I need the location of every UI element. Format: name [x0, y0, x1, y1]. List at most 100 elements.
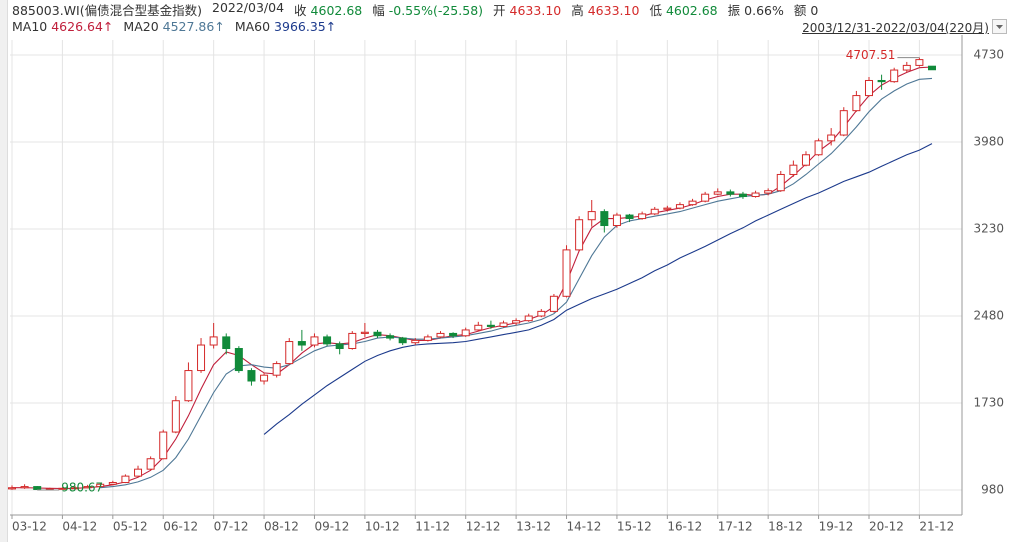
x-tick-label: 09-12 [314, 520, 349, 534]
candle-body [234, 348, 243, 372]
candle-body [688, 200, 697, 206]
candle-body [575, 219, 584, 251]
quote-field: 振 0.66% [728, 0, 784, 19]
candle-body [549, 295, 558, 312]
candle-body [650, 208, 659, 215]
quote-field: 开 4633.10 [493, 0, 561, 19]
x-tick-label: 21-12 [919, 520, 954, 534]
candle-body [197, 344, 206, 372]
candle-body [159, 431, 168, 460]
range-selector[interactable]: 2003/12/31-2022/03/04(220月) [802, 21, 989, 35]
dropdown[interactable] [992, 19, 1007, 34]
candle-body [121, 475, 130, 484]
candle-body [33, 486, 42, 490]
candle-body [789, 164, 798, 175]
x-tick-label: 11-12 [415, 520, 450, 534]
candle-body [323, 336, 332, 345]
candle-body [524, 315, 533, 322]
y-tick-label: 2480 [973, 309, 1004, 323]
candle-body [751, 192, 760, 198]
date: 2022/03/04 [212, 0, 285, 15]
field-value: 4633.10 [587, 3, 640, 18]
candle-body [675, 204, 684, 209]
side-panel [0, 0, 8, 542]
x-tick-label: 19-12 [819, 520, 854, 534]
candle-body [461, 329, 470, 337]
candle-body [612, 214, 621, 227]
field-value: -0.55%(-25.58) [388, 3, 484, 18]
candle-body [864, 79, 873, 97]
candle-body [8, 487, 16, 490]
candle-body [184, 370, 193, 402]
x-tick-label: 04-12 [62, 520, 97, 534]
quote-field: 低 4602.68 [649, 0, 717, 19]
x-tick-label: 08-12 [264, 520, 299, 534]
candle-body [726, 191, 735, 195]
field-value: 4602.68 [310, 3, 363, 18]
x-tick-label: 10-12 [365, 520, 400, 534]
candle-body [285, 341, 294, 365]
candle-body [20, 486, 29, 489]
legend-item: MA20 4527.86↑ [123, 19, 224, 34]
quote-field: 幅 -0.55%(-25.58) [372, 0, 483, 19]
x-tick-label: 16-12 [667, 520, 702, 534]
x-tick-label: 07-12 [214, 520, 249, 534]
candle-body [335, 343, 344, 350]
field-value: 0.66% [744, 3, 784, 18]
legend-value: 4527.86↑ [162, 19, 225, 34]
candle-body [600, 211, 609, 227]
candle-body [915, 59, 924, 66]
candle-body [928, 65, 936, 71]
candle-body [272, 363, 281, 376]
candle-body [776, 173, 785, 192]
ma-line [12, 66, 933, 490]
legend-value: 3966.35↑ [274, 19, 337, 34]
candle-body [260, 374, 269, 382]
x-tick-label: 12-12 [466, 520, 501, 534]
candle-body [474, 324, 483, 331]
code: 885003.WI(偏债混合型基金指数) [12, 3, 202, 18]
y-tick-label: 4730 [973, 47, 1004, 61]
candle-body [663, 207, 672, 210]
candle-body [386, 335, 395, 339]
x-tick-label: 06-12 [163, 520, 198, 534]
x-tick-label: 17-12 [718, 520, 753, 534]
candle-body [209, 336, 218, 346]
field-label: 振 [727, 3, 741, 18]
legend-item: MA10 4626.64↑ [12, 19, 113, 34]
candle-body [108, 482, 117, 485]
candle-body [852, 95, 861, 112]
candle-body [360, 331, 369, 334]
candle-body [348, 332, 357, 350]
legend-value: 4626.64↑ [51, 19, 114, 34]
candle-body [146, 458, 155, 470]
candle-body [890, 69, 899, 83]
field-label: 高 [571, 3, 584, 18]
candle-body [171, 400, 180, 433]
candle-body [638, 213, 647, 220]
x-tick-label: 05-12 [113, 520, 148, 534]
candle-body [247, 370, 256, 382]
quote-header: 885003.WI(偏债混合型基金指数) 2022/03/04 收 4602.6… [12, 0, 818, 19]
candle-body [713, 191, 722, 195]
quote-field: 高 4633.10 [571, 0, 639, 19]
candle-body [423, 336, 432, 341]
candle-body [310, 336, 319, 346]
y-tick-label: 3230 [973, 222, 1004, 236]
candle-body [839, 110, 848, 136]
dropdown-icon [996, 25, 1003, 29]
candle-body [827, 134, 836, 142]
x-tick-label: 20-12 [869, 520, 904, 534]
candle-body [499, 322, 508, 327]
annotation-label: 4707.51 [846, 48, 896, 62]
candle-body [411, 339, 420, 344]
candle-body [96, 483, 105, 488]
candle-body [814, 140, 823, 156]
legend-item: MA60 3966.35↑ [235, 19, 336, 34]
x-tick-label: 15-12 [617, 520, 652, 534]
field-value: 0 [810, 3, 819, 18]
candle-body [71, 487, 80, 490]
field-label: 开 [493, 3, 506, 18]
